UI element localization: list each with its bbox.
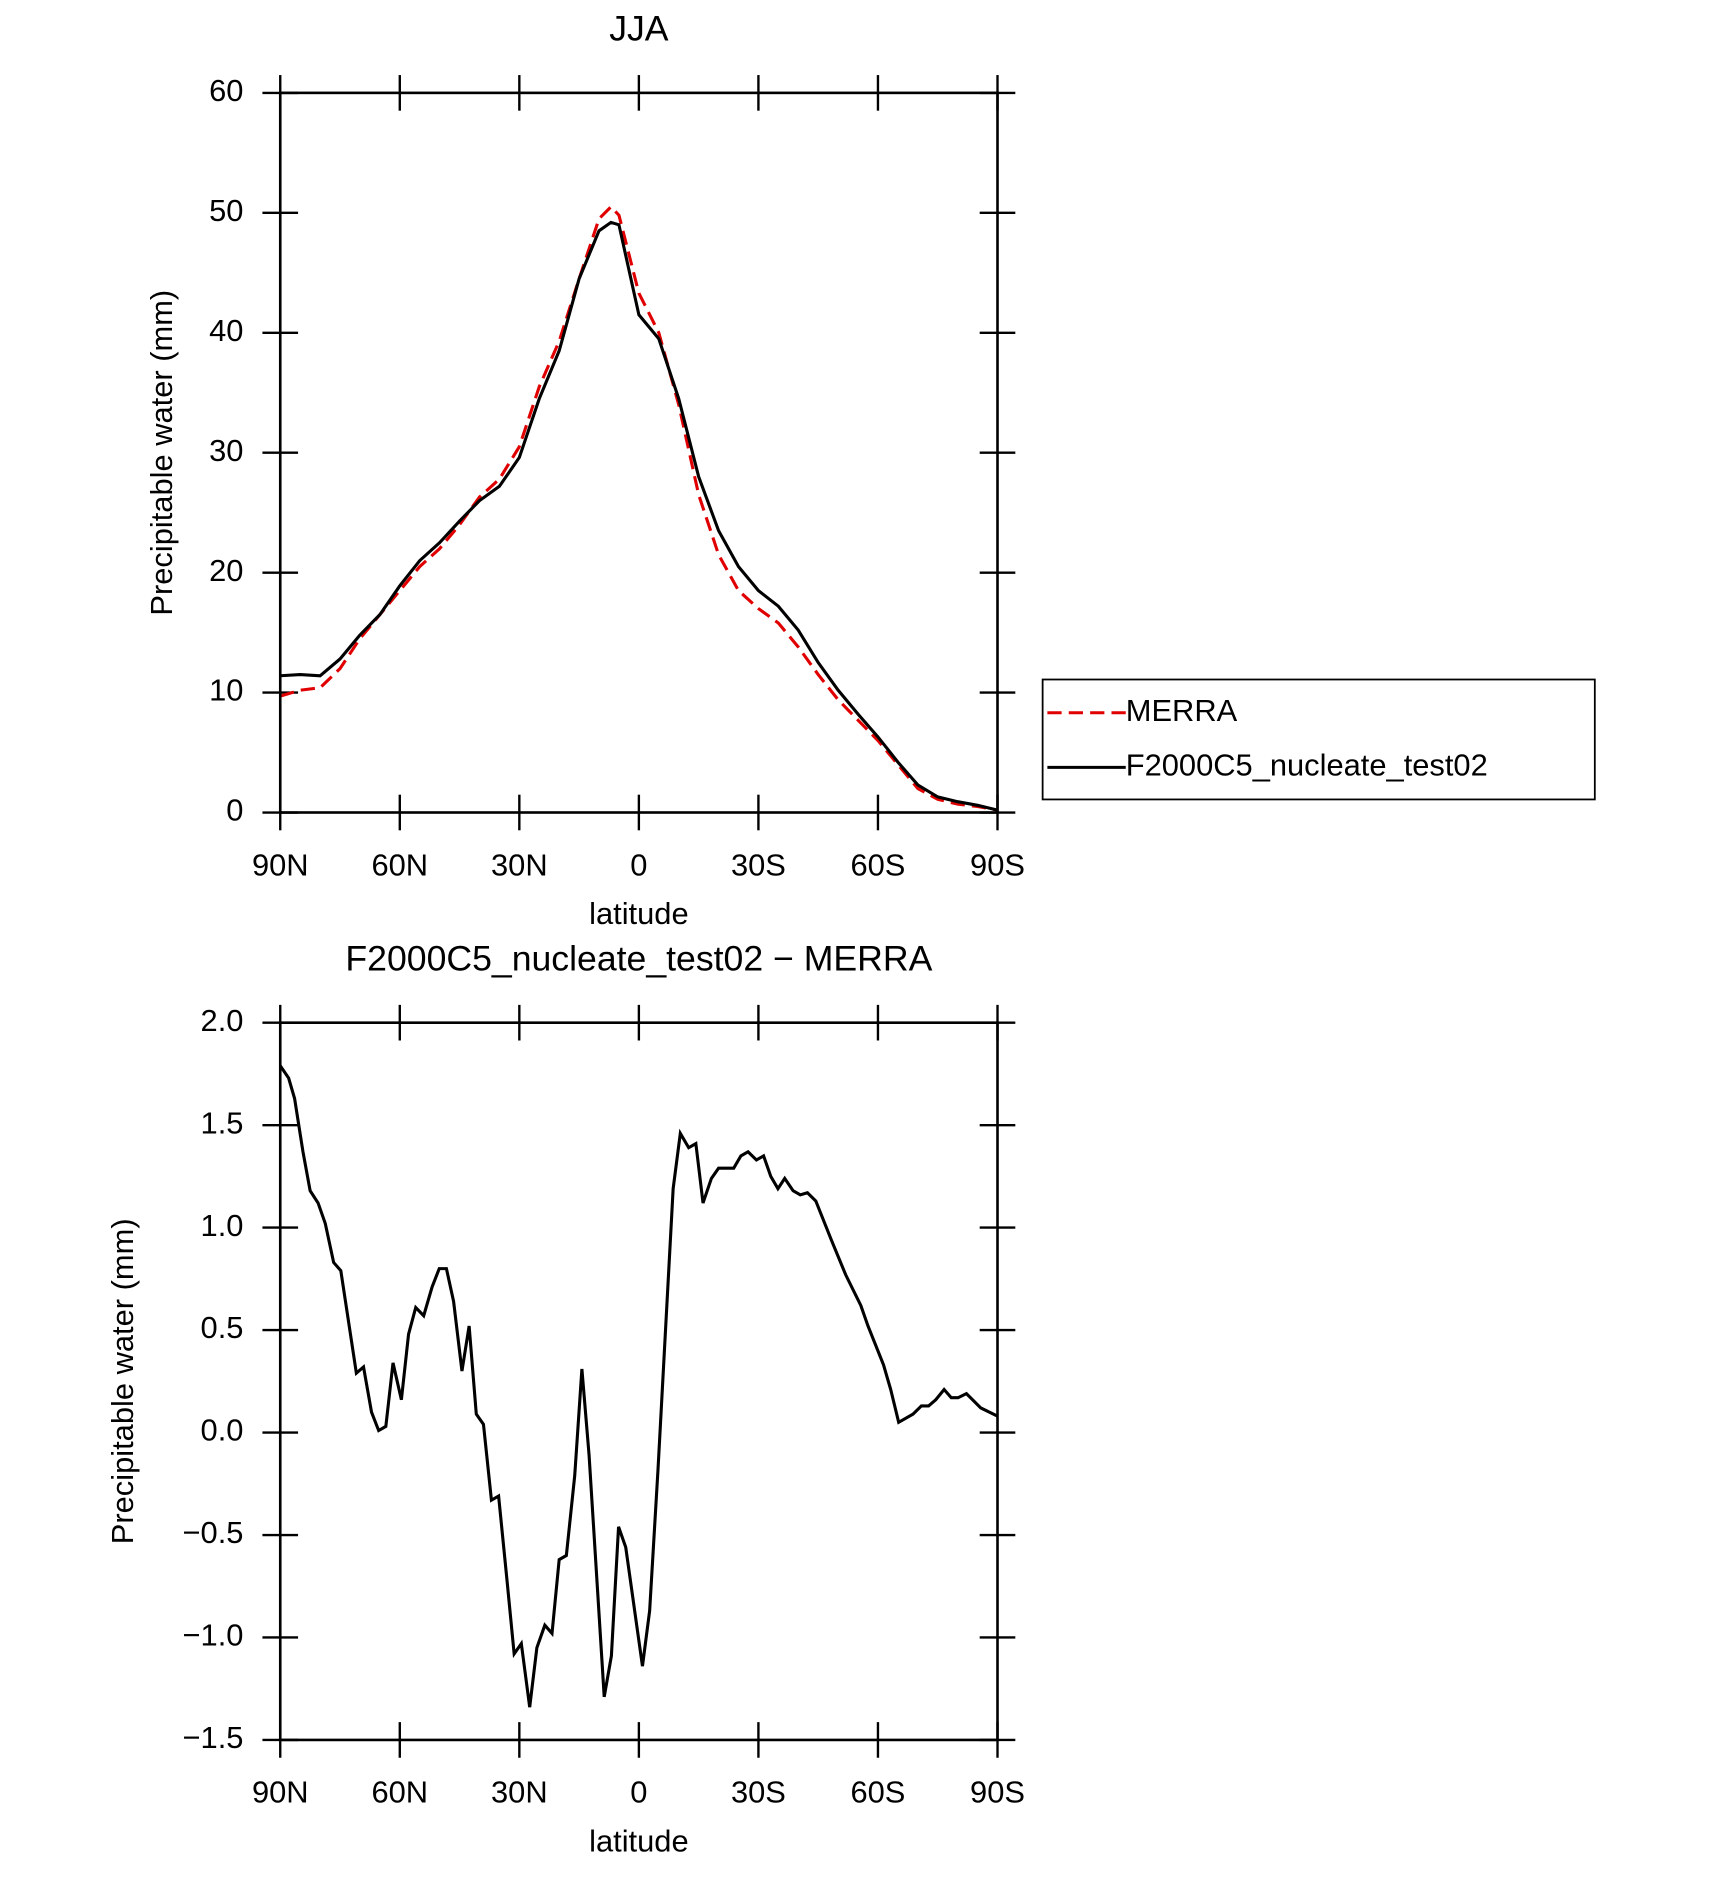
x-axis-label: latitude [589,1823,689,1858]
y-tick-label: 10 [209,673,243,708]
y-tick-label: 2.0 [201,1003,244,1038]
y-axis-label: Precipitable water (mm) [105,1218,140,1544]
x-tick-label: 30S [731,1775,786,1810]
y-tick-label: 1.0 [201,1208,244,1243]
legend-label: MERRA [1126,693,1238,728]
x-tick-label: 0 [630,1775,647,1810]
data-line [280,220,998,812]
x-tick-label: 30S [731,847,786,882]
y-tick-label: 0.5 [201,1310,244,1345]
x-tick-label: 60S [850,847,905,882]
y-tick-label: 20 [209,553,243,588]
y-tick-label: −0.5 [183,1515,244,1550]
x-tick-label: 30N [491,1775,548,1810]
legend-box [1041,678,1596,801]
data-line [278,1064,999,1708]
x-tick-label: 90S [970,1775,1025,1810]
x-tick-label: 60N [371,847,428,882]
chart-title: F2000C5_nucleate_test02 − MERRA [345,938,932,978]
y-tick-label: 30 [209,433,243,468]
y-axis-label: Precipitable water (mm) [144,290,179,616]
x-tick-label: 90S [970,847,1025,882]
x-axis-label: latitude [589,896,689,931]
y-tick-label: 0 [226,793,243,828]
data-line [279,204,998,812]
plot-frame [278,91,999,814]
x-tick-label: 30N [491,847,548,882]
plot-frame [278,1021,999,1742]
x-tick-label: 0 [630,847,647,882]
y-tick-label: 50 [209,193,243,228]
x-tick-label: 60S [850,1775,905,1810]
y-tick-label: 1.5 [201,1105,244,1140]
chart-title: JJA [609,9,669,49]
x-tick-label: 90N [252,847,309,882]
y-tick-label: −1.0 [183,1618,244,1653]
x-tick-label: 60N [371,1775,428,1810]
x-tick-label: 90N [252,1775,309,1810]
legend-label: F2000C5_nucleate_test02 [1126,748,1488,783]
y-tick-label: −1.5 [183,1720,244,1755]
y-tick-label: 40 [209,313,243,348]
y-tick-label: 0.0 [201,1413,244,1448]
y-tick-label: 60 [209,73,243,108]
